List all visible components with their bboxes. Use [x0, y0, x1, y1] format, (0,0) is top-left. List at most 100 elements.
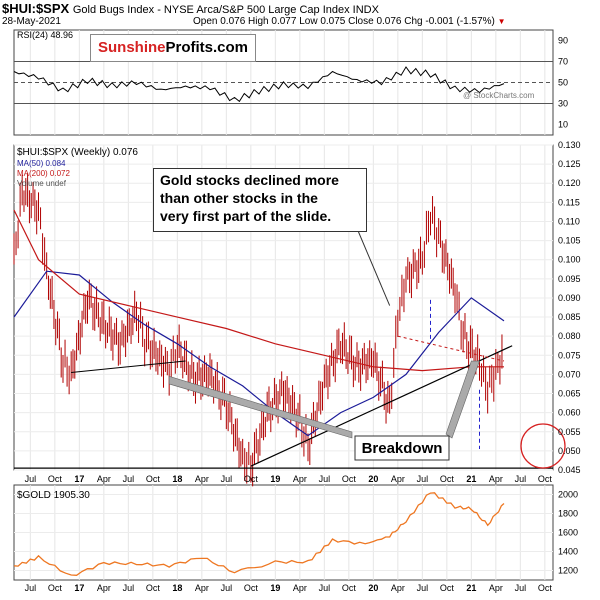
x-tick-label: Jul: [515, 583, 527, 593]
red-dashed-line: [397, 335, 505, 362]
x-tick-label: Apr: [293, 583, 307, 593]
ma200-line: [13, 209, 504, 372]
x-tick-label: Apr: [293, 474, 307, 484]
volume-legend: Volume undef: [17, 179, 67, 188]
gold-y-tick: 1400: [558, 547, 578, 557]
chart-date: 28-May-2021: [2, 16, 61, 27]
main-y-tick: 0.070: [558, 369, 581, 379]
x-tick-label: 20: [368, 583, 378, 593]
x-tick-label: 18: [172, 583, 182, 593]
rsi-y-tick: 50: [558, 78, 568, 88]
x-tick-label: 21: [466, 583, 476, 593]
x-tick-label: Oct: [48, 583, 63, 593]
gold-y-tick: 1800: [558, 509, 578, 519]
panel-frames: [13, 29, 554, 581]
symbol-label: $HUI:$SPX: [2, 1, 70, 16]
main-y-tick: 0.110: [558, 216, 580, 226]
x-tick-label: Oct: [538, 474, 553, 484]
chart-title: $HUI:$SPX Gold Bugs Index - NYSE Arca/S&…: [2, 1, 379, 16]
x-tick-label: 21: [466, 474, 476, 484]
main-y-tick: 0.060: [558, 408, 581, 418]
symbol-description: Gold Bugs Index - NYSE Arca/S&P 500 Larg…: [72, 4, 379, 16]
x-tick-label: Jul: [221, 583, 233, 593]
breakdown-arrow: [168, 375, 353, 439]
x-tick-label: Jul: [123, 583, 135, 593]
x-tick-label: Jul: [515, 474, 527, 484]
gold-line: [13, 492, 505, 576]
sunshine-profits-logo: SunshineProfits.com: [90, 34, 256, 62]
main-y-tick: 0.050: [558, 446, 581, 456]
x-tick-label: Jul: [123, 474, 135, 484]
x-tick-label: Apr: [97, 474, 111, 484]
rsi-y-tick: 90: [558, 36, 568, 46]
support-line: [71, 360, 186, 373]
rsi-y-tick: 30: [558, 99, 568, 109]
note-pointer: [355, 225, 391, 306]
ohlc-readout: Open 0.076 High 0.077 Low 0.075 Close 0.…: [193, 16, 506, 27]
x-tick-label: 19: [270, 583, 280, 593]
x-tick-label: Jul: [25, 583, 37, 593]
main-y-tick: 0.125: [558, 159, 581, 169]
uptrend-line: [250, 345, 513, 467]
x-tick-label: Jul: [221, 474, 233, 484]
main-y-tick: 0.095: [558, 274, 581, 284]
x-tick-label: Apr: [195, 583, 209, 593]
watermark: @ StockCharts.com: [463, 91, 535, 100]
x-tick-label: Oct: [244, 583, 259, 593]
x-tick-label: Apr: [391, 583, 405, 593]
x-tick-label: 18: [172, 474, 182, 484]
breakdown-label-box: [354, 435, 450, 461]
annotation-note: Gold stocks declined more than other sto…: [153, 168, 367, 232]
ma50-legend: MA(50) 0.084: [17, 159, 66, 168]
gold-legend: $GOLD 1905.30: [17, 490, 90, 501]
x-tick-label: Oct: [440, 583, 455, 593]
main-y-tick: 0.105: [558, 236, 581, 246]
gold-y-tick: 1200: [558, 566, 578, 576]
down-arrow-icon: ▼: [497, 17, 506, 26]
main-y-tick: 0.045: [558, 465, 581, 475]
ma200-legend: MA(200) 0.072: [17, 169, 70, 178]
logo-part-2: Profits.com: [165, 39, 249, 56]
x-tick-label: Oct: [440, 474, 455, 484]
rsi-legend: RSI(24) 48.96: [17, 30, 73, 40]
x-tick-label: Oct: [244, 474, 259, 484]
rsi-y-tick: 10: [558, 120, 568, 130]
main-y-tick: 0.055: [558, 427, 581, 437]
x-tick-label: Apr: [391, 474, 405, 484]
x-tick-label: Oct: [342, 583, 357, 593]
gold-panel: [13, 492, 505, 576]
x-tick-label: Jul: [319, 583, 331, 593]
axis-ticks: Jul Jul Oct Oct 17 17 Apr Apr Jul Jul Oct Oct 18 18 Ap…: [25, 36, 581, 594]
breakdown-label: Breakdown: [362, 440, 443, 457]
x-tick-label: Jul: [319, 474, 331, 484]
x-tick-label: Oct: [146, 583, 161, 593]
main-y-tick: 0.075: [558, 350, 581, 360]
main-y-tick: 0.120: [558, 178, 581, 188]
x-tick-label: Jul: [417, 474, 429, 484]
main-y-tick: 0.065: [558, 389, 581, 399]
breakdown-arrow: [445, 360, 480, 439]
rsi-line: [13, 66, 505, 103]
main-y-tick: 0.090: [558, 293, 581, 303]
main-legend: $HUI:$SPX (Weekly) 0.076: [17, 147, 138, 158]
x-tick-label: Oct: [146, 474, 161, 484]
x-tick-label: Jul: [25, 474, 37, 484]
annotation-overlay: [14, 225, 566, 469]
main-y-tick: 0.130: [558, 140, 581, 150]
x-tick-label: Apr: [489, 583, 503, 593]
ohlc-values: Open 0.076 High 0.077 Low 0.075 Close 0.…: [193, 16, 495, 27]
rsi-y-tick: 70: [558, 57, 568, 67]
gold-y-tick: 2000: [558, 490, 578, 500]
logo-part-1: Sunshine: [97, 39, 166, 56]
x-tick-label: Oct: [538, 583, 553, 593]
x-tick-label: Oct: [48, 474, 63, 484]
x-tick-label: Apr: [489, 474, 503, 484]
main-y-tick: 0.100: [558, 255, 581, 265]
x-tick-label: Apr: [97, 583, 111, 593]
highlight-circle: [520, 423, 566, 469]
x-tick-label: 17: [74, 583, 84, 593]
main-y-tick: 0.115: [558, 197, 580, 207]
main-y-tick: 0.080: [558, 331, 581, 341]
price-panel: [13, 173, 505, 487]
